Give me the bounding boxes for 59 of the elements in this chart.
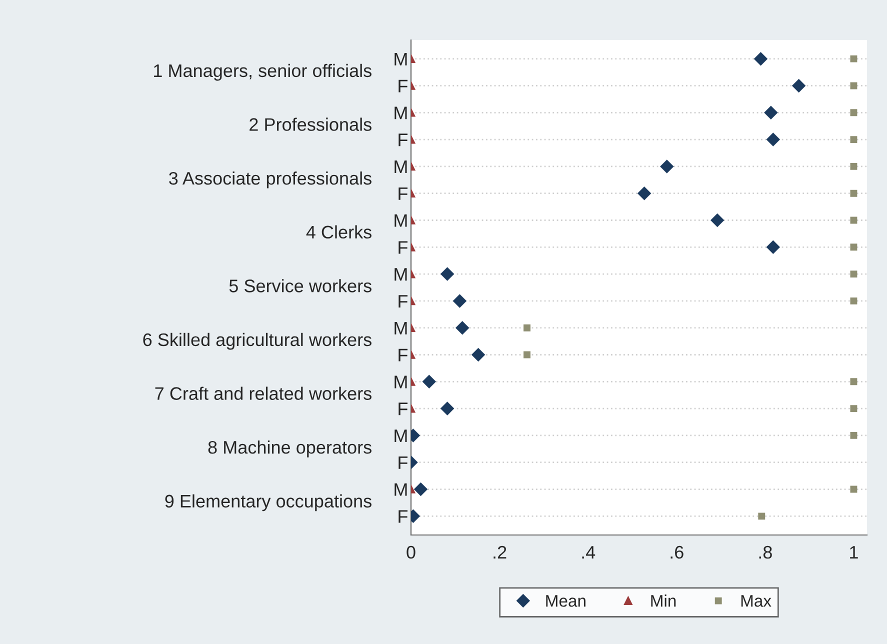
text: 5 Service workers (229, 279, 372, 292)
x-tick-label: .4 (582, 546, 596, 558)
point (660, 160, 674, 174)
point (766, 240, 780, 254)
legend-label: Min (651, 594, 676, 607)
point (850, 190, 858, 197)
y-tick-label: M (394, 483, 407, 496)
y-tick-label: F (398, 510, 408, 523)
text: 4 Clerks (306, 225, 372, 239)
x-tick-label: .8 (759, 546, 772, 559)
y-tick-label: F (398, 80, 408, 92)
y-tick-label: F (398, 295, 408, 308)
point (850, 136, 858, 144)
y-tick-label: F (398, 348, 408, 362)
x-tick-label: 1 (850, 546, 858, 558)
text: 7 Craft and related workers (155, 386, 372, 400)
x-tick-label: 0 (406, 546, 416, 559)
point (850, 405, 858, 412)
point (850, 244, 858, 251)
text: 6 Skilled agricultural workers (143, 332, 372, 350)
point (850, 109, 858, 116)
legend-label: Mean (546, 595, 586, 607)
text: 8 Machine operators (208, 440, 372, 458)
text: 9 Elementary occupations (165, 494, 372, 512)
y-tick-label: M (394, 322, 407, 334)
y-tick-label: M (394, 106, 407, 120)
y-tick-label: M (394, 214, 407, 227)
text: 1 Managers, senior officials (154, 64, 372, 81)
y-tick-label: M (394, 52, 407, 66)
point (764, 106, 778, 120)
point (850, 432, 858, 439)
y-tick-label: F (398, 241, 408, 254)
legend-label: Max (741, 595, 772, 607)
point (850, 486, 858, 493)
point (710, 214, 724, 227)
x-tick-label: .2 (494, 546, 506, 558)
text: 2 Professionals (250, 118, 372, 131)
y-tick-label: M (394, 376, 407, 388)
y-tick-label: M (394, 160, 407, 173)
y-tick-label: F (398, 402, 408, 416)
point (766, 132, 780, 146)
y-tick-label: F (398, 187, 408, 200)
y-tick-label: M (394, 430, 407, 442)
y-tick-label: M (394, 268, 407, 281)
point (850, 297, 858, 304)
point (850, 216, 858, 224)
point (792, 79, 806, 92)
y-tick-label: F (398, 134, 408, 146)
point (850, 162, 858, 170)
point (850, 270, 858, 278)
point (758, 512, 766, 520)
text: 3 Associate professionals (169, 171, 372, 188)
point (850, 55, 858, 62)
y-tick-label: F (398, 456, 408, 469)
point (850, 378, 858, 386)
x-tick-label: .6 (670, 546, 684, 559)
point (638, 186, 651, 200)
point (850, 82, 858, 90)
point (754, 52, 768, 66)
